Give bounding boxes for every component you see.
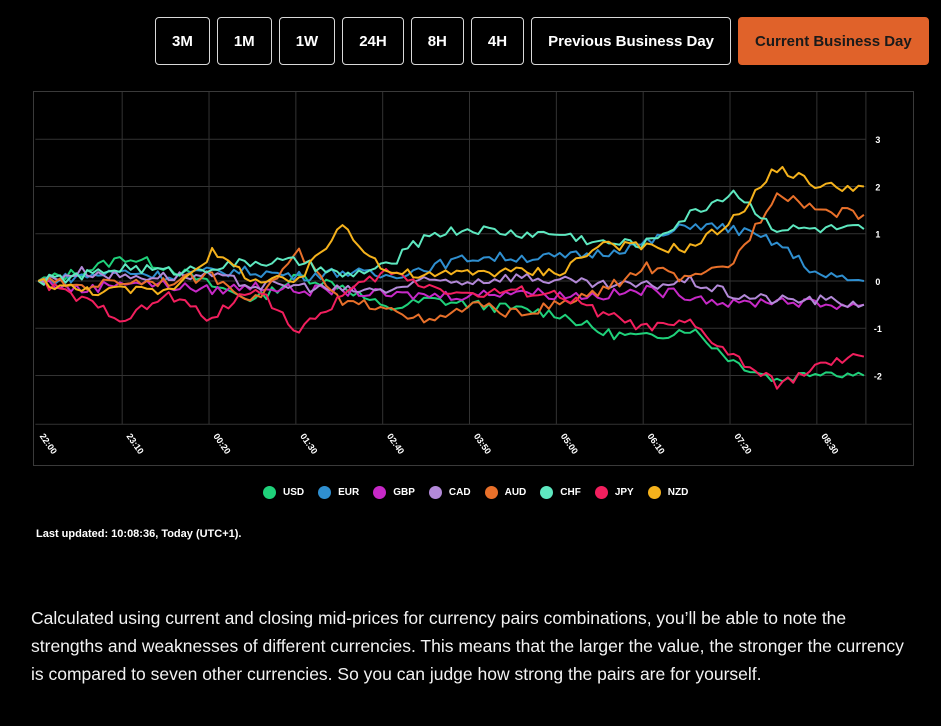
legend-label: GBP: [393, 487, 415, 498]
legend-dot: [594, 486, 608, 499]
legend-item-eur[interactable]: EUR: [318, 486, 359, 499]
tab-previous-business-day[interactable]: Previous Business Day: [531, 17, 732, 65]
legend-dot: [263, 486, 276, 499]
tab-1w[interactable]: 1W: [278, 17, 336, 65]
series-line-usd: [37, 256, 865, 383]
y-tick-label: 3: [875, 135, 880, 145]
legend-item-chf[interactable]: CHF: [540, 486, 581, 499]
legend-label: NZD: [667, 487, 689, 498]
x-tick-label: 08:30: [819, 432, 840, 456]
x-tick-label: 01:30: [298, 432, 319, 456]
x-tick-label: 07:20: [732, 432, 753, 456]
legend-label: JPY: [614, 487, 634, 498]
y-tick-label: 0: [875, 277, 880, 287]
legend-label: CHF: [560, 487, 581, 498]
tab-1m[interactable]: 1M: [216, 17, 272, 65]
x-tick-label: 06:10: [646, 432, 667, 456]
tab-4h[interactable]: 4H: [470, 17, 525, 65]
legend-item-usd[interactable]: USD: [263, 486, 304, 499]
y-tick-label: -1: [874, 324, 882, 334]
y-tick-label: 2: [875, 182, 880, 192]
legend-item-cad[interactable]: CAD: [428, 486, 471, 499]
legend-label: EUR: [338, 487, 360, 498]
x-tick-label: 00:20: [211, 432, 232, 456]
y-tick-label: 1: [875, 230, 880, 240]
legend-dot: [373, 486, 387, 499]
x-tick-label: 22:00: [38, 432, 59, 456]
x-tick-label: 02:40: [385, 432, 406, 456]
legend-label: AUD: [504, 487, 527, 498]
tab-current-business-day[interactable]: Current Business Day: [738, 17, 929, 65]
x-tick-label: 05:00: [559, 432, 580, 456]
legend-label: USD: [283, 487, 305, 498]
legend-dot: [318, 486, 332, 499]
legend-item-jpy[interactable]: JPY: [594, 486, 634, 499]
timeframe-tabs: 3M 1M 1W 24H 8H 4H Previous Business Day Curren…: [155, 17, 929, 65]
series-line-cad: [38, 265, 865, 308]
legend-item-aud[interactable]: AUD: [484, 486, 527, 499]
legend-dot: [428, 486, 442, 499]
series-line-jpy: [37, 267, 865, 390]
currency-strength-chart: 3 2 1 0 -1 -2 22:00 23:10 00:20 01:30 02:40 03:50 05…: [33, 91, 914, 466]
tab-24h[interactable]: 24H: [342, 17, 404, 65]
legend-item-gbp[interactable]: GBP: [373, 486, 415, 499]
x-tick-label: 03:50: [472, 432, 493, 456]
x-tick-label: 23:10: [125, 432, 146, 456]
tab-3m[interactable]: 3M: [155, 17, 210, 65]
legend-dot: [540, 486, 554, 499]
tab-8h[interactable]: 8H: [410, 17, 464, 65]
legend-label: CAD: [448, 487, 471, 498]
last-updated-text: Last updated: 10:08:36, Today (UTC+1).: [36, 528, 242, 540]
series-line-chf: [37, 189, 865, 286]
series-line-aud: [37, 192, 865, 324]
legend-dot: [647, 486, 661, 499]
legend-dot: [484, 486, 498, 499]
description-text: Calculated using current and closing mid…: [31, 608, 904, 684]
series-line-nzd: [37, 165, 865, 297]
series-line-gbp: [38, 279, 865, 311]
legend-item-nzd[interactable]: NZD: [647, 486, 689, 499]
y-tick-label: -2: [874, 371, 882, 381]
chart-legend: USD EUR GBP CAD AUD CHF JPY NZD: [263, 486, 688, 499]
